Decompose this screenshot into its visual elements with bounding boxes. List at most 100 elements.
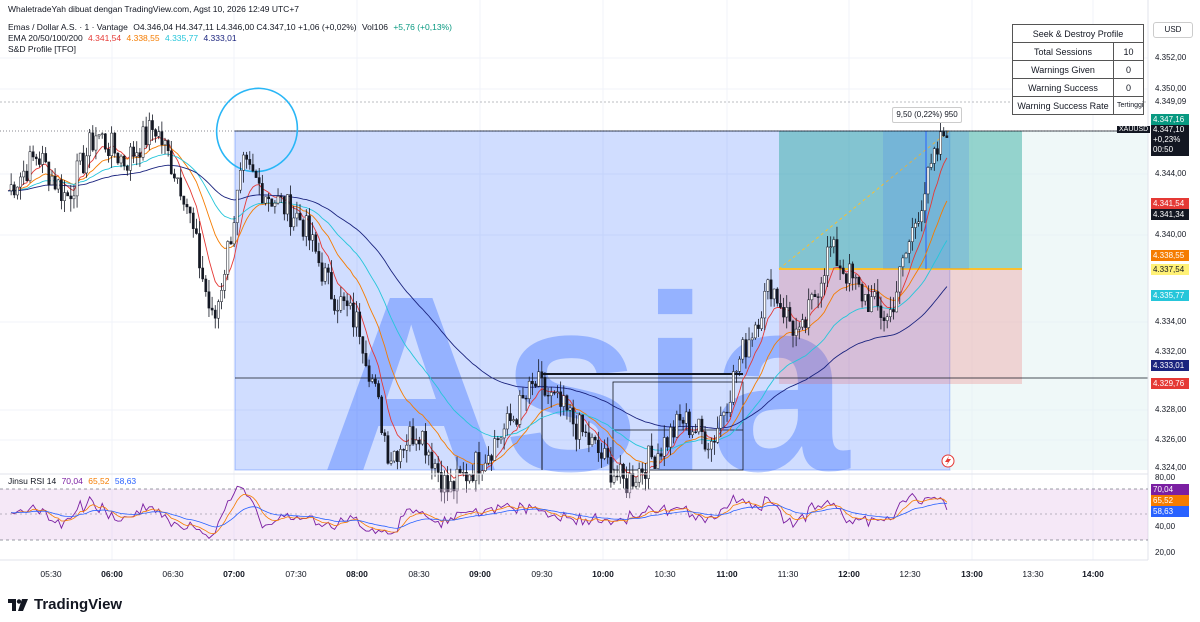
candle-body xyxy=(308,215,311,241)
ema20-tag: 4.341,54 xyxy=(1151,198,1189,209)
candle-body xyxy=(47,161,51,186)
candle-body xyxy=(631,473,635,487)
rsi-legend[interactable]: Jinsu RSI 14 70,04 65,52 58,63 xyxy=(8,476,137,486)
candle-body xyxy=(320,262,324,282)
candle-body xyxy=(766,279,770,292)
candle-body xyxy=(389,460,393,464)
candle-body xyxy=(72,195,76,200)
candle-body xyxy=(289,194,292,228)
candle-body xyxy=(863,294,867,302)
candle-body xyxy=(512,419,515,422)
tradingview-logo[interactable]: TradingView xyxy=(8,596,122,613)
candle-body xyxy=(653,456,657,469)
candle-body xyxy=(788,307,792,322)
candle-body xyxy=(656,453,660,469)
candle-body xyxy=(490,455,493,461)
candle-body xyxy=(100,133,104,135)
candle-body xyxy=(675,414,679,438)
candle-body xyxy=(728,402,732,413)
candle-body xyxy=(835,239,839,267)
candle-body xyxy=(926,167,930,195)
ema-legend[interactable]: EMA 20/50/100/200 4.341,54 4.338,55 4.33… xyxy=(8,33,237,43)
candle-body xyxy=(260,183,264,204)
candle-body xyxy=(731,371,735,403)
candle-body xyxy=(141,126,145,158)
candle-body xyxy=(116,152,120,164)
candle-body xyxy=(417,439,421,445)
candle-body xyxy=(151,120,154,130)
ema50-tag: 4.338,55 xyxy=(1151,250,1189,261)
candle-body xyxy=(581,414,584,433)
candle-body xyxy=(622,463,625,479)
ema200-tag: 4.333,01 xyxy=(1151,360,1189,371)
sd-row-value: Tertinggi xyxy=(1113,96,1144,115)
candle-body xyxy=(782,307,785,318)
price-label: 4.332,00 xyxy=(1155,347,1187,356)
candle-body xyxy=(210,307,214,311)
candle-body xyxy=(804,319,807,328)
candle-body xyxy=(483,462,487,471)
candle-body xyxy=(932,148,936,164)
candle-body xyxy=(549,392,553,397)
candle-body xyxy=(703,431,707,450)
candle-body xyxy=(910,227,914,242)
candle-body xyxy=(405,444,409,451)
candle-body xyxy=(634,481,638,487)
candle-body xyxy=(355,311,358,328)
candle-body xyxy=(600,452,603,459)
candle-body xyxy=(361,336,365,354)
candle-body xyxy=(860,284,864,302)
candle-body xyxy=(612,475,616,483)
candle-body xyxy=(295,212,299,219)
candle-body xyxy=(521,395,525,399)
rsi-axis-label: 40,00 xyxy=(1155,522,1176,531)
highlight-ellipse xyxy=(215,87,299,173)
candle-body xyxy=(578,414,581,440)
candle-body xyxy=(885,316,889,321)
candle-body xyxy=(56,179,60,190)
candle-body xyxy=(672,426,676,438)
candle-body xyxy=(298,212,302,221)
candle-body xyxy=(901,257,905,268)
candle-body xyxy=(446,475,449,493)
candle-body xyxy=(91,132,95,151)
candle-body xyxy=(191,212,195,229)
candle-body xyxy=(304,215,308,237)
candle-body xyxy=(195,228,198,234)
candle-body xyxy=(9,184,13,192)
candle-body xyxy=(565,395,569,411)
candle-body xyxy=(314,234,318,252)
sd-profile-legend[interactable]: S&D Profile [TFO] xyxy=(8,44,77,54)
currency-button[interactable]: USD xyxy=(1153,22,1193,38)
candle-body xyxy=(832,239,836,248)
candle-body xyxy=(103,133,107,150)
candle-body xyxy=(383,432,387,436)
candle-body xyxy=(248,159,252,165)
time-label: 08:00 xyxy=(346,569,368,579)
candle-body xyxy=(942,131,946,137)
price-candles xyxy=(9,112,949,504)
candle-body xyxy=(590,436,594,445)
candle-body xyxy=(606,448,610,458)
sd-row-value: 10 xyxy=(1113,42,1144,61)
candle-body xyxy=(129,146,132,171)
price-tag-target: 4.347,16 xyxy=(1151,114,1189,125)
candle-body xyxy=(618,463,622,478)
candle-body xyxy=(920,210,924,223)
candle-body xyxy=(716,428,719,443)
candle-body xyxy=(367,365,371,382)
candle-body xyxy=(929,163,933,168)
symbol-line[interactable]: Emas / Dollar A.S. · 1 · Vantage O4.346,… xyxy=(8,22,452,32)
candle-body xyxy=(408,426,412,446)
candle-body xyxy=(502,428,506,439)
time-label: 10:00 xyxy=(592,569,614,579)
candle-body xyxy=(603,448,606,459)
candle-body xyxy=(499,437,503,441)
candle-body xyxy=(854,276,858,279)
candle-body xyxy=(898,266,902,293)
stop-tag: 4.329,76 xyxy=(1151,378,1189,389)
candle-body xyxy=(44,153,48,163)
tradingview-logo-icon xyxy=(8,598,28,611)
